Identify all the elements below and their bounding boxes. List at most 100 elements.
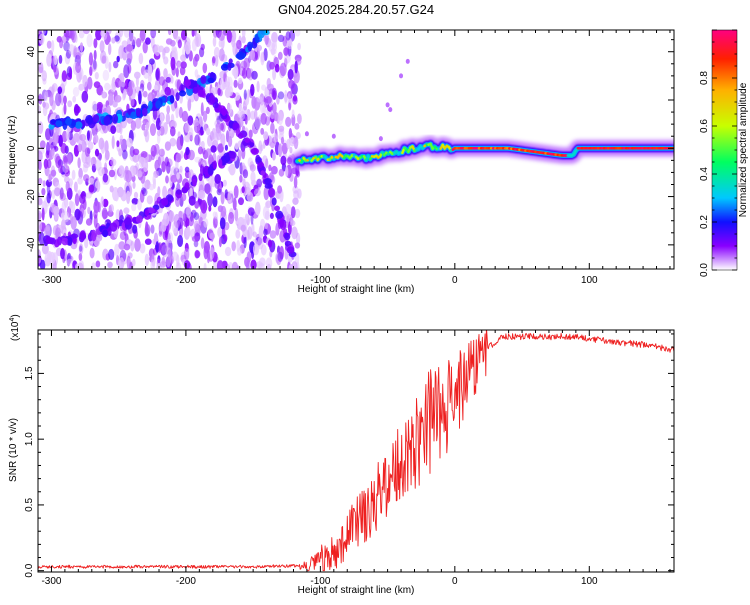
noise-blob: [225, 247, 231, 256]
noise-blob: [77, 211, 83, 225]
noise-blob: [271, 32, 278, 43]
noise-blob: [241, 147, 245, 159]
noise-blob: [62, 163, 69, 173]
colorbar-tick-label: 0.8: [699, 71, 710, 85]
noise-blob: [291, 81, 296, 94]
harmonic-blob: [228, 62, 232, 71]
noise-blob: [259, 225, 264, 238]
noise-blob: [145, 239, 152, 245]
snr-x-tick-label: -200: [176, 576, 196, 587]
noise-blob: [133, 149, 140, 156]
noise-blob: [261, 244, 267, 255]
noise-blob: [239, 103, 242, 111]
snr-multiplier-base: (x10: [10, 321, 21, 341]
noise-blob: [291, 206, 296, 218]
harmonic-blob: [229, 151, 236, 159]
noise-blob: [41, 188, 45, 196]
snr-multiplier-close: ): [10, 314, 21, 317]
noise-blob: [122, 150, 128, 159]
snr-multiplier: (x104): [9, 314, 21, 341]
noise-blob: [257, 96, 263, 102]
noise-blob: [241, 225, 246, 232]
harmonic-blob: [193, 87, 199, 94]
noise-blob: [386, 102, 390, 107]
spectrogram-x-tick-label: -300: [41, 275, 61, 286]
colorbar-gradient: [712, 30, 737, 270]
noise-blob: [216, 128, 222, 140]
noise-blob: [97, 102, 103, 110]
noise-blob: [294, 176, 298, 189]
noise-blob: [131, 203, 136, 211]
noise-blob: [189, 196, 196, 206]
noise-blob: [228, 136, 232, 147]
noise-blob: [61, 143, 67, 154]
noise-blob: [159, 231, 163, 237]
noise-blob: [239, 175, 242, 183]
noise-blob: [51, 100, 55, 110]
noise-blob: [223, 180, 227, 187]
noise-blob: [256, 45, 262, 51]
noise-blob: [228, 86, 233, 96]
noise-blob: [59, 39, 63, 49]
noise-blob: [60, 248, 65, 259]
noise-blob: [177, 235, 183, 247]
noise-blob: [150, 28, 156, 39]
harmonic-blob: [207, 78, 214, 84]
noise-blob: [96, 261, 101, 268]
noise-blob: [145, 254, 149, 266]
noise-blob: [294, 123, 299, 130]
harmonic-blob: [136, 215, 143, 223]
harmonic-blob: [155, 100, 161, 109]
noise-blob: [109, 170, 115, 178]
noise-blob: [92, 101, 97, 114]
noise-blob: [261, 85, 266, 91]
noise-blob: [204, 183, 211, 194]
noise-blob: [283, 47, 288, 56]
noise-blob: [214, 47, 220, 58]
noise-blob: [119, 80, 122, 87]
noise-blob: [244, 58, 250, 70]
harmonic-blob: [176, 92, 180, 101]
noise-blob: [213, 196, 218, 207]
noise-blob: [93, 38, 97, 48]
noise-blob: [123, 89, 126, 99]
noise-blob: [207, 250, 210, 264]
spectrogram-y-label: Frequency (Hz): [7, 116, 18, 185]
noise-blob: [265, 96, 272, 104]
noise-blob: [249, 130, 253, 139]
noise-blob: [53, 65, 56, 73]
noise-blob: [47, 193, 51, 204]
noise-blob: [272, 152, 276, 161]
noise-blob: [228, 212, 234, 224]
noise-blob: [72, 170, 76, 180]
noise-blob: [126, 191, 130, 204]
snr-x-tick-label: -300: [41, 576, 61, 587]
noise-blob: [94, 50, 97, 60]
harmonic-blob: [251, 148, 259, 155]
noise-blob: [237, 248, 242, 256]
noise-blob: [38, 121, 43, 134]
noise-blob: [234, 80, 238, 88]
noise-blob: [284, 94, 287, 102]
noise-blob: [118, 241, 125, 250]
harmonic-blob: [233, 122, 238, 130]
harmonic-blob: [50, 238, 56, 245]
noise-blob: [105, 150, 110, 160]
noise-blob: [52, 84, 55, 94]
harmonic-blob: [198, 90, 206, 98]
noise-blob: [223, 234, 227, 242]
noise-blob: [239, 111, 245, 120]
noise-blob: [140, 190, 145, 203]
noise-blob: [127, 86, 133, 97]
noise-blob: [120, 139, 123, 145]
noise-blob: [184, 123, 190, 133]
noise-blob: [69, 67, 72, 79]
noise-blob: [154, 45, 160, 57]
noise-blob: [119, 123, 122, 134]
noise-blob: [263, 229, 267, 236]
noise-blob: [126, 138, 133, 148]
noise-blob: [279, 169, 285, 177]
noise-blob: [61, 219, 66, 230]
noise-blob: [101, 90, 105, 99]
noise-blob: [155, 69, 159, 80]
